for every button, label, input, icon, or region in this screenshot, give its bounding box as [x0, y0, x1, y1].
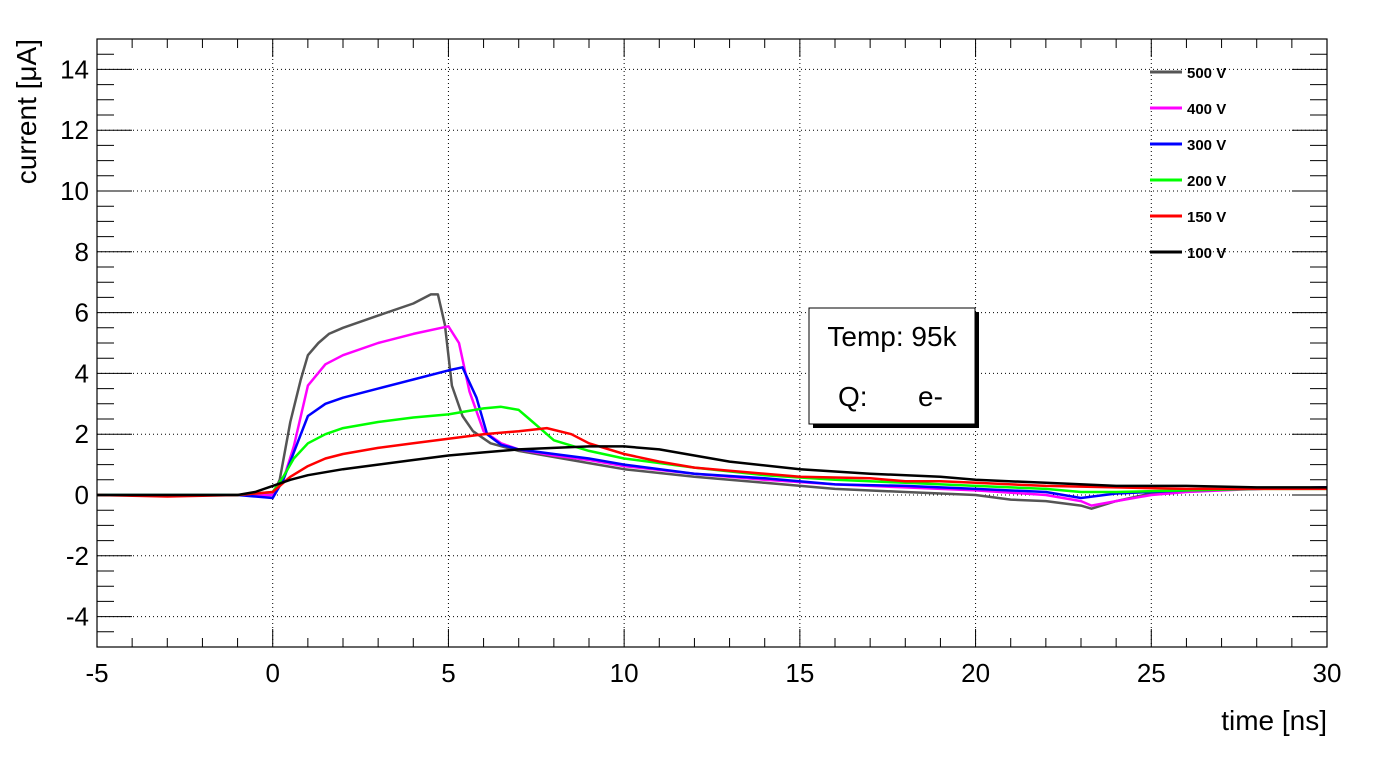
series-line-0 [97, 293, 1328, 510]
tick-labels: -5 0 5 10 15 20 25 30 -4 -2 0 2 4 6 8 10 12 14 [60, 54, 1341, 688]
y-tick-label: 0 [75, 480, 89, 510]
x-tick-label: 20 [961, 658, 990, 688]
y-tick-label: 6 [75, 298, 89, 328]
y-tick-label: 2 [75, 419, 89, 449]
x-tick-label: 5 [441, 658, 455, 688]
y-tick-label: -4 [66, 602, 89, 632]
x-tick-label: 15 [785, 658, 814, 688]
y-tick-label: 12 [60, 115, 89, 145]
y-tick-label: 8 [75, 237, 89, 267]
annotation-temp: Temp: 95k [827, 321, 957, 352]
series-layer [96, 293, 1328, 510]
legend-label: 200 V [1187, 173, 1226, 190]
x-axis-title: time [ns] [1221, 705, 1327, 736]
axis-ticks [96, 38, 1328, 648]
x-tick-label: 25 [1137, 658, 1166, 688]
y-axis-title: current [μA] [11, 39, 42, 184]
legend-label: 300 V [1187, 137, 1226, 154]
legend-label: 100 V [1187, 245, 1226, 262]
x-tick-label: 0 [265, 658, 279, 688]
y-tick-label: -2 [66, 541, 89, 571]
series-line-5 [97, 445, 1327, 497]
annotation-charge-value: e- [918, 381, 943, 412]
annotation-frame [808, 307, 976, 425]
annotation-box: Temp: 95k Q: e- [808, 307, 979, 428]
legend: 500 V 400 V 300 V 200 V 150 V 100 V [1150, 65, 1226, 262]
x-tick-label: 10 [610, 658, 639, 688]
y-tick-label: 4 [75, 358, 89, 388]
legend-label: 150 V [1187, 209, 1226, 226]
legend-label: 400 V [1187, 101, 1226, 118]
y-tick-label: 10 [60, 176, 89, 206]
x-tick-label: -5 [85, 658, 108, 688]
series-line-4 [96, 426, 1327, 498]
annotation-charge-label: Q: [838, 381, 868, 412]
series-line-3 [97, 405, 1327, 497]
x-tick-label: 30 [1313, 658, 1342, 688]
legend-label: 500 V [1187, 65, 1226, 82]
y-tick-label: 14 [60, 54, 89, 84]
